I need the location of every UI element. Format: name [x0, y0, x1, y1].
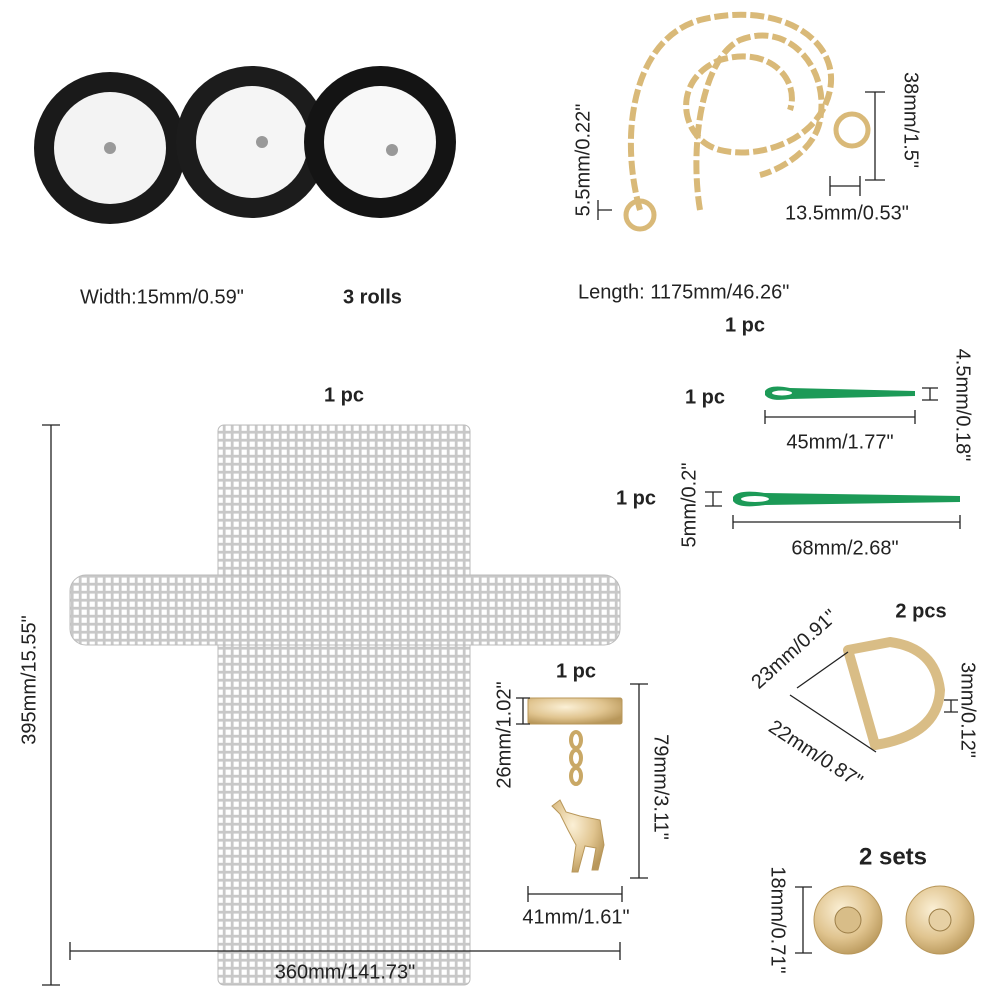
large-needle [733, 491, 960, 507]
pendant-dimension-lines [516, 683, 648, 902]
mesh-height: 395mm/15.55" [18, 615, 40, 744]
ribbon-width: Width:15mm/0.59" [80, 286, 244, 308]
d-ring [843, 637, 945, 750]
plastic-mesh [69, 424, 621, 986]
chain-dimension-lines [597, 91, 885, 220]
ribbon-rolls [34, 66, 456, 224]
chain-quantity: 1 pc [725, 314, 765, 336]
magnetic-clasp-dimension-lines [795, 886, 812, 954]
chain-link-width: 5.5mm/0.22" [572, 104, 594, 217]
chain-hook-length: 38mm/1.5" [900, 72, 922, 168]
large-needle-dimension-lines [705, 491, 961, 529]
deer-pendant [527, 697, 623, 873]
chain [623, 11, 871, 232]
magnetic-clasps [813, 885, 975, 955]
chain-hook-width: 13.5mm/0.53" [785, 202, 909, 224]
ribbon-quantity: 3 rolls [343, 286, 402, 308]
small-needle [765, 386, 915, 400]
small-needle-quantity: 1 pc [685, 386, 725, 408]
mesh-width: 360mm/141.73" [275, 961, 416, 983]
d-ring-outer: 23mm/0.91" [747, 605, 841, 693]
large-needle-length: 68mm/2.68" [791, 537, 898, 559]
small-needle-dimension-lines [764, 387, 938, 424]
large-needle-quantity: 1 pc [616, 487, 656, 509]
pendant-quantity: 1 pc [556, 660, 596, 682]
d-ring-inner: 22mm/0.87" [764, 716, 866, 793]
pendant-height: 79mm/3.11" [650, 734, 672, 840]
small-needle-width: 4.5mm/0.18" [952, 349, 974, 462]
d-ring-dimension-lines [789, 651, 958, 753]
d-ring-thickness: 3mm/0.12" [957, 662, 979, 758]
chain-length: Length: 1175mm/46.26" [578, 281, 789, 303]
mesh-quantity: 1 pc [324, 384, 364, 406]
mesh-dimension-lines [42, 424, 621, 986]
d-ring-quantity: 2 pcs [895, 600, 946, 622]
large-needle-width: 5mm/0.2" [678, 463, 700, 548]
magnetic-clasp-diameter: 18mm/0.71" [767, 866, 789, 973]
pendant-width: 41mm/1.61" [522, 906, 629, 928]
pendant-bar-height: 26mm/1.02" [493, 681, 515, 788]
small-needle-length: 45mm/1.77" [786, 431, 893, 453]
magnetic-clasp-quantity: 2 sets [859, 843, 927, 870]
